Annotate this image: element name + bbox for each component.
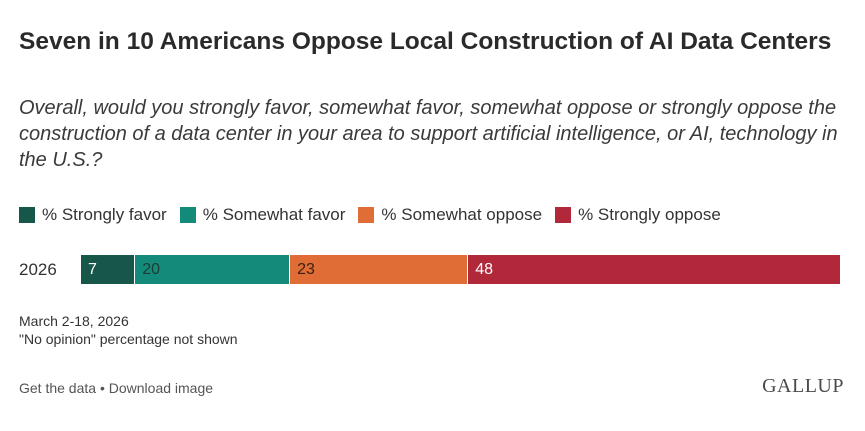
chart-title: Seven in 10 Americans Oppose Local Const… bbox=[19, 28, 832, 55]
legend-item-somewhat-oppose: % Somewhat oppose bbox=[358, 205, 542, 225]
legend-item-somewhat-favor: % Somewhat favor bbox=[179, 205, 346, 225]
download-image-link[interactable]: Download image bbox=[108, 380, 214, 396]
get-data-link[interactable]: Get the data bbox=[19, 380, 97, 396]
legend-label-somewhat-oppose: % Somewhat oppose bbox=[381, 205, 543, 224]
no-opinion-note: "No opinion" percentage not shown bbox=[19, 331, 238, 347]
row-label-2026: 2026 bbox=[19, 260, 57, 279]
legend-item-strongly-oppose: % Strongly oppose bbox=[555, 205, 721, 225]
legend-label-strongly-favor: % Strongly favor bbox=[42, 205, 167, 224]
bar-segment-somewhat-favor: 20 bbox=[135, 255, 291, 284]
legend-item-strongly-favor: % Strongly favor bbox=[19, 205, 167, 225]
legend-swatch-somewhat-oppose bbox=[358, 207, 375, 223]
legend-label-somewhat-favor: % Somewhat favor bbox=[202, 205, 346, 224]
data-label-somewhat-favor: 20 bbox=[142, 261, 160, 278]
bar-segment-strongly-favor: 7 bbox=[81, 255, 136, 284]
legend-label-strongly-oppose: % Strongly oppose bbox=[578, 205, 721, 224]
legend-swatch-strongly-oppose bbox=[555, 207, 572, 223]
bar-segment-strongly-oppose: 48 bbox=[468, 255, 840, 284]
data-label-strongly-oppose: 48 bbox=[475, 261, 494, 278]
legend-swatch-somewhat-favor bbox=[179, 207, 196, 223]
footer-links: Get the data • Download image bbox=[19, 379, 213, 397]
survey-date: March 2-18, 2026 bbox=[19, 313, 129, 329]
chart-subtitle: Overall, would you strongly favor, somew… bbox=[19, 97, 838, 171]
stacked-bar-2026: 7 20 23 48 bbox=[81, 255, 840, 284]
gallup-logo: GALLUP bbox=[762, 375, 844, 397]
footer-separator: • bbox=[99, 380, 105, 396]
data-label-strongly-favor: 7 bbox=[88, 261, 97, 278]
data-label-somewhat-oppose: 23 bbox=[297, 261, 315, 278]
bar-segment-somewhat-oppose: 23 bbox=[290, 255, 469, 284]
legend-swatch-strongly-favor bbox=[19, 207, 35, 223]
legend: % Strongly favor % Somewhat favor % Somewh… bbox=[19, 204, 734, 226]
